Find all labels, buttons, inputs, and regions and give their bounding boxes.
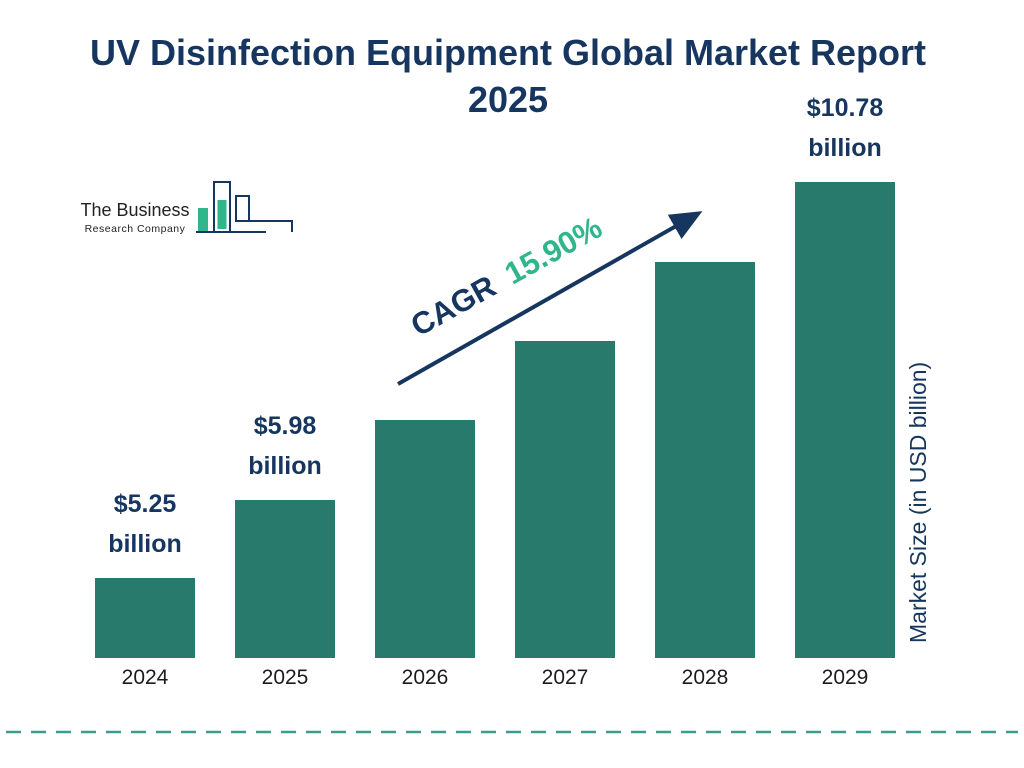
x-axis-labels: 2024 2025 2026 2027 2028 2029 bbox=[95, 666, 895, 690]
y-axis-title: Market Size (in USD billion) bbox=[905, 361, 931, 644]
bar-slot-2025: $5.98 billion bbox=[235, 406, 335, 658]
bar-2027 bbox=[515, 341, 615, 658]
bar-chart: $5.25 billion $5.98 billion $10.78 billion bbox=[95, 94, 895, 658]
bar-slot-2026 bbox=[375, 420, 475, 658]
bar-2025 bbox=[235, 500, 335, 658]
bar-slot-2024: $5.25 billion bbox=[95, 484, 195, 658]
footer-dashed-line bbox=[6, 730, 1018, 734]
bar-2028 bbox=[655, 262, 755, 658]
page-title: UV Disinfection Equipment Global Market … bbox=[89, 32, 927, 120]
value-label-2024: $5.25 billion bbox=[108, 490, 182, 558]
logo-company-subname: Research Company bbox=[84, 223, 186, 235]
logo-company-name: The Business bbox=[80, 200, 190, 220]
value-label-2025: $5.98 billion bbox=[248, 412, 322, 480]
logo-bar-chart-icon bbox=[196, 181, 293, 233]
bar-2024 bbox=[95, 578, 195, 658]
x-label-2029: 2029 bbox=[821, 666, 869, 689]
bar-2029 bbox=[795, 182, 895, 658]
x-label-2024: 2024 bbox=[121, 666, 169, 689]
bar-slot-2027 bbox=[515, 341, 615, 658]
x-label-2025: 2025 bbox=[261, 666, 309, 689]
x-label-2028: 2028 bbox=[681, 666, 729, 689]
logo: The Business Research Company bbox=[70, 200, 200, 235]
bar-slot-2028 bbox=[655, 262, 755, 658]
x-label-2027: 2027 bbox=[541, 666, 589, 689]
bar-2026 bbox=[375, 420, 475, 658]
x-label-2026: 2026 bbox=[401, 666, 449, 689]
bar-slot-2029: $10.78 billion bbox=[795, 88, 895, 658]
value-label-2029: $10.78 billion bbox=[806, 94, 884, 162]
